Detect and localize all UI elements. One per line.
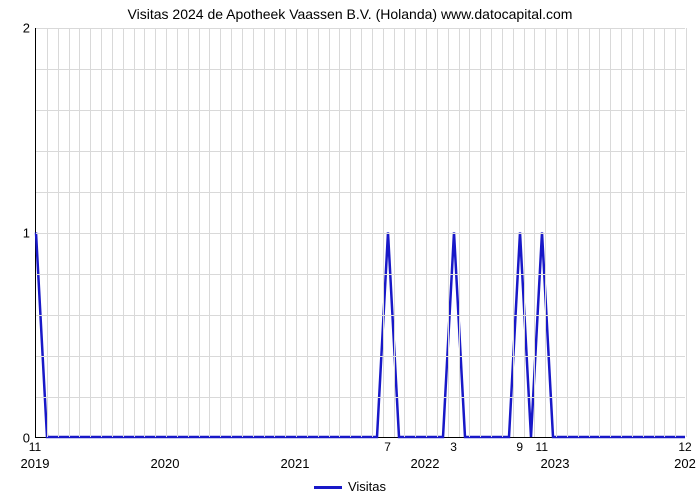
grid-line-v xyxy=(459,28,460,437)
grid-line-v xyxy=(307,28,308,437)
grid-line-v xyxy=(177,28,178,437)
grid-line-v xyxy=(383,28,384,437)
plot-area xyxy=(35,28,685,438)
grid-line-v xyxy=(480,28,481,437)
grid-line-v xyxy=(79,28,80,437)
data-point-label: 7 xyxy=(384,440,391,454)
grid-line-v xyxy=(58,28,59,437)
grid-line-v xyxy=(502,28,503,437)
legend-label: Visitas xyxy=(348,479,386,494)
grid-line-v xyxy=(285,28,286,437)
data-point-label: 12 xyxy=(678,440,691,454)
grid-line-v xyxy=(513,28,514,437)
grid-line-v xyxy=(90,28,91,437)
grid-line-v xyxy=(426,28,427,437)
grid-line-v xyxy=(578,28,579,437)
xtick-year-label: 2019 xyxy=(21,456,50,471)
grid-line-v xyxy=(264,28,265,437)
xtick-year-label: 2023 xyxy=(541,456,570,471)
grid-line-v xyxy=(686,28,687,437)
grid-line-v xyxy=(610,28,611,437)
grid-line-v xyxy=(155,28,156,437)
grid-line-v xyxy=(556,28,557,437)
grid-line-v xyxy=(296,28,297,437)
xtick-year-label: 2022 xyxy=(411,456,440,471)
ytick-label: 0 xyxy=(5,431,30,446)
grid-line-v xyxy=(350,28,351,437)
chart-container: Visitas 2024 de Apotheek Vaassen B.V. (H… xyxy=(0,0,700,500)
grid-line-v xyxy=(112,28,113,437)
grid-line-v xyxy=(654,28,655,437)
grid-line-v xyxy=(437,28,438,437)
ytick-label: 1 xyxy=(5,226,30,241)
grid-line-v xyxy=(589,28,590,437)
grid-line-v xyxy=(274,28,275,437)
grid-line-v xyxy=(361,28,362,437)
ytick-label: 2 xyxy=(5,21,30,36)
grid-line-v xyxy=(339,28,340,437)
legend: Visitas xyxy=(0,479,700,494)
data-point-label: 11 xyxy=(29,440,41,454)
grid-line-v xyxy=(144,28,145,437)
grid-line-v xyxy=(134,28,135,437)
grid-line-v xyxy=(231,28,232,437)
grid-line-v xyxy=(199,28,200,437)
grid-line-v xyxy=(101,28,102,437)
grid-line-v xyxy=(166,28,167,437)
grid-line-v xyxy=(534,28,535,437)
xtick-year-label: 2020 xyxy=(151,456,180,471)
grid-line-v xyxy=(372,28,373,437)
grid-line-v xyxy=(253,28,254,437)
grid-line-v xyxy=(664,28,665,437)
grid-line-v xyxy=(524,28,525,437)
data-point-label: 9 xyxy=(516,440,523,454)
grid-line-v xyxy=(394,28,395,437)
data-point-label: 11 xyxy=(536,440,548,454)
grid-line-v xyxy=(567,28,568,437)
legend-swatch xyxy=(314,486,342,489)
grid-line-v xyxy=(47,28,48,437)
grid-line-v xyxy=(188,28,189,437)
grid-line-v xyxy=(242,28,243,437)
grid-line-v xyxy=(220,28,221,437)
grid-line-v xyxy=(599,28,600,437)
grid-line-v xyxy=(469,28,470,437)
grid-line-v xyxy=(448,28,449,437)
grid-line-v xyxy=(675,28,676,437)
grid-line-v xyxy=(621,28,622,437)
grid-line-v xyxy=(404,28,405,437)
grid-line-v xyxy=(545,28,546,437)
grid-line-v xyxy=(318,28,319,437)
data-point-label: 3 xyxy=(450,440,457,454)
grid-line-v xyxy=(209,28,210,437)
grid-line-v xyxy=(123,28,124,437)
grid-line-v xyxy=(329,28,330,437)
xtick-year-label: 2021 xyxy=(281,456,310,471)
grid-line-v xyxy=(632,28,633,437)
chart-title: Visitas 2024 de Apotheek Vaassen B.V. (H… xyxy=(0,6,700,22)
grid-line-v xyxy=(491,28,492,437)
grid-line-v xyxy=(69,28,70,437)
xtick-year-label: 202 xyxy=(674,456,696,471)
grid-line-v xyxy=(643,28,644,437)
grid-line-v xyxy=(415,28,416,437)
